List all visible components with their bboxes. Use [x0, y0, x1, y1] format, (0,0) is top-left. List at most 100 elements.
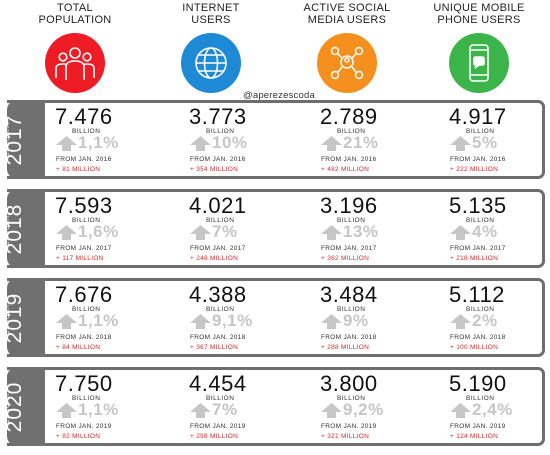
stat-cell-internet-users: 3.773 BILLION 10% FROM JAN. 2016 + 354 M… [184, 103, 294, 182]
growth-percent: 7% [212, 222, 238, 241]
comparison-period: FROM JAN. 2018 [190, 334, 246, 341]
comparison-period: FROM JAN. 2019 [321, 423, 377, 430]
year-row-2018: 7.593 BILLION 1,6% FROM JAN. 2017 + 117 … [7, 189, 545, 268]
stat-value: 3.800 [320, 371, 378, 396]
up-arrow-icon [450, 225, 471, 240]
comparison-period: FROM JAN. 2019 [190, 423, 246, 430]
absolute-change: + 298 MILLION [190, 433, 239, 440]
header-title-line1: INTERNET [182, 2, 240, 14]
stat-value: 5.112 [449, 282, 505, 307]
up-arrow-icon [321, 136, 342, 151]
stat-value: 5.190 [449, 371, 507, 396]
stat-value: 4.917 [449, 104, 507, 129]
growth-percent: 1,1% [78, 311, 119, 330]
up-arrow-icon [56, 136, 77, 151]
stat-unit: BILLION [206, 306, 235, 313]
comparison-period: FROM JAN. 2016 [450, 156, 506, 163]
comparison-period: FROM JAN. 2017 [190, 245, 246, 252]
month-label: JANUARY [5, 120, 11, 156]
absolute-change: + 84 MILLION [56, 344, 101, 351]
absolute-change: + 248 MILLION [190, 255, 239, 262]
growth-percent: 1,1% [78, 133, 119, 152]
header-title-line2: PHONE USERS [437, 14, 521, 26]
absolute-change: + 117 MILLION [56, 255, 104, 262]
absolute-change: + 82 MILLION [56, 433, 101, 440]
comparison-period: FROM JAN. 2019 [56, 423, 112, 430]
growth-percent: 21% [343, 133, 379, 152]
comparison-period: FROM JAN. 2018 [321, 334, 377, 341]
growth-percent: 1,1% [78, 400, 119, 419]
stat-value: 7.750 [55, 371, 113, 396]
absolute-change: + 100 MILLION [450, 344, 499, 351]
growth-percent: 9,2% [343, 400, 384, 419]
growth-percent: 10% [212, 133, 248, 152]
month-label: JANUARY [5, 387, 11, 423]
header-title: TOTAL POPULATION [20, 2, 130, 28]
stat-unit: BILLION [72, 306, 101, 313]
social-network-icon [317, 33, 377, 93]
stat-cell-mobile-phone-users: 4.917 BILLION 5% FROM JAN. 2016 + 222 MI… [444, 103, 550, 182]
stat-value: 3.484 [320, 282, 378, 307]
stat-cell-internet-users: 4.454 BILLION 7% FROM JAN. 2019 + 298 MI… [184, 370, 294, 449]
stat-value: 4.021 [189, 193, 247, 218]
up-arrow-icon [190, 314, 211, 329]
year-row-2019: 7.676 BILLION 1,1% FROM JAN. 2018 + 84 M… [7, 278, 545, 357]
absolute-change: + 222 MILLION [450, 166, 499, 173]
globe-icon [181, 33, 241, 93]
stat-unit: BILLION [337, 306, 366, 313]
growth-percent: 4% [472, 222, 498, 241]
stat-unit: BILLION [72, 128, 101, 135]
absolute-change: + 288 MILLION [321, 344, 370, 351]
stat-unit: BILLION [206, 395, 235, 402]
stat-cell-total-population: 7.750 BILLION 1,1% FROM JAN. 2019 + 82 M… [50, 370, 160, 449]
absolute-change: + 354 MILLION [190, 166, 239, 173]
stat-cell-internet-users: 4.021 BILLION 7% FROM JAN. 2017 + 248 MI… [184, 192, 294, 271]
stat-cell-total-population: 7.593 BILLION 1,6% FROM JAN. 2017 + 117 … [50, 192, 160, 271]
stat-value: 4.454 [189, 371, 247, 396]
comparison-period: FROM JAN. 2017 [450, 245, 506, 252]
comparison-period: FROM JAN. 2016 [190, 156, 246, 163]
comparison-period: FROM JAN. 2019 [450, 423, 506, 430]
stat-value: 3.196 [320, 193, 378, 218]
absolute-change: + 362 MILLION [321, 255, 370, 262]
comparison-period: FROM JAN. 2018 [56, 334, 112, 341]
stat-value: 7.676 [55, 282, 113, 307]
stat-cell-internet-users: 4.388 BILLION 9,1% FROM JAN. 2018 + 367 … [184, 281, 294, 360]
up-arrow-icon [450, 314, 471, 329]
year-row-2017: 7.476 BILLION 1,1% FROM JAN. 2016 + 81 M… [7, 100, 545, 179]
header: TOTAL POPULATION INTERNET USERS [0, 0, 550, 101]
stat-cell-mobile-phone-users: 5.112 BILLION 2% FROM JAN. 2018 + 100 MI… [444, 281, 550, 360]
mobile-phone-icon [449, 33, 509, 93]
stat-unit: BILLION [337, 217, 366, 224]
stat-cell-total-population: 7.476 BILLION 1,1% FROM JAN. 2016 + 81 M… [50, 103, 160, 182]
up-arrow-icon [450, 136, 471, 151]
stat-cell-total-population: 7.676 BILLION 1,1% FROM JAN. 2018 + 84 M… [50, 281, 160, 360]
year-row-2020: 7.750 BILLION 1,1% FROM JAN. 2019 + 82 M… [7, 367, 545, 446]
up-arrow-icon [190, 136, 211, 151]
growth-percent: 1,6% [78, 222, 119, 241]
month-label: JANUARY [5, 209, 11, 245]
stat-value: 4.388 [189, 282, 247, 307]
up-arrow-icon [321, 403, 342, 418]
up-arrow-icon [190, 403, 211, 418]
header-title-line2: MEDIA USERS [307, 14, 387, 26]
stat-unit: BILLION [466, 395, 495, 402]
absolute-change: + 321 MILLION [321, 433, 370, 440]
stat-value: 7.593 [55, 193, 113, 218]
up-arrow-icon [56, 225, 77, 240]
stat-cell-social-media-users: 3.484 BILLION 9% FROM JAN. 2018 + 288 MI… [315, 281, 425, 360]
absolute-change: + 482 MILLION [321, 166, 370, 173]
year-tab: 2018 JANUARY [3, 189, 45, 268]
stat-unit: BILLION [466, 306, 495, 313]
stat-unit: BILLION [466, 217, 495, 224]
comparison-period: FROM JAN. 2016 [56, 156, 112, 163]
header-title: ACTIVE SOCIAL MEDIA USERS [292, 2, 402, 28]
stat-value: 2.789 [320, 104, 378, 129]
header-internet-users: INTERNET USERS [156, 2, 266, 93]
up-arrow-icon [56, 403, 77, 418]
stat-cell-social-media-users: 2.789 BILLION 21% FROM JAN. 2016 + 482 M… [315, 103, 425, 182]
stat-unit: BILLION [206, 217, 235, 224]
up-arrow-icon [450, 403, 471, 418]
growth-percent: 2,4% [472, 400, 513, 419]
stat-unit: BILLION [206, 128, 235, 135]
